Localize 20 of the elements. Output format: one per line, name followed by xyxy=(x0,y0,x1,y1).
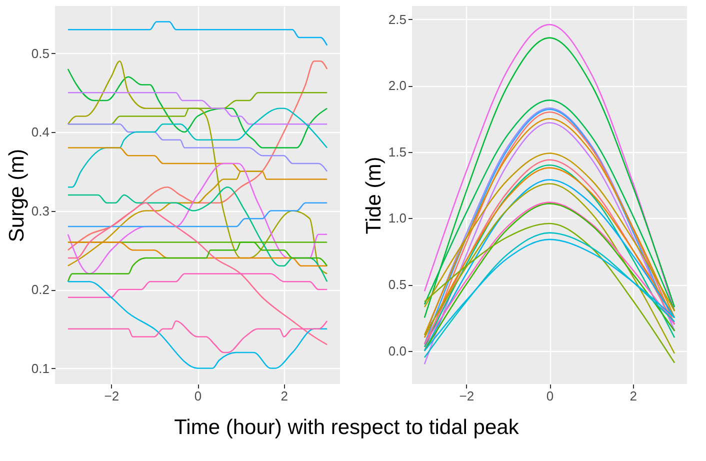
y-tick-label: 0.0 xyxy=(388,343,406,358)
y-tick-label: 2.5 xyxy=(388,12,406,27)
y-tick-label: 2.0 xyxy=(388,78,406,94)
y-axis-title: Tide (m) xyxy=(362,156,386,234)
y-tick-label: 0.1 xyxy=(31,360,50,376)
y-axis-title: Surge (m) xyxy=(5,148,28,242)
y-tick-label: 0.5 xyxy=(31,46,50,61)
y-tick-label: 0.2 xyxy=(31,282,50,297)
x-tick-label: 2 xyxy=(630,388,637,404)
x-tick-label: 2 xyxy=(280,388,288,404)
y-tick-label: 1.5 xyxy=(388,144,406,160)
x-tick-label: −2 xyxy=(459,388,474,404)
x-tick-label: −2 xyxy=(104,388,120,404)
x-tick-label: 0 xyxy=(194,388,202,404)
x-tick-label: 0 xyxy=(546,388,554,404)
y-tick-label: 0.3 xyxy=(31,203,50,218)
y-tick-label: 0.4 xyxy=(31,124,50,140)
y-tick-label: 0.5 xyxy=(388,277,406,292)
y-tick-label: 1.0 xyxy=(388,210,406,226)
x-axis-title: Time (hour) with respect to tidal peak xyxy=(174,416,520,439)
